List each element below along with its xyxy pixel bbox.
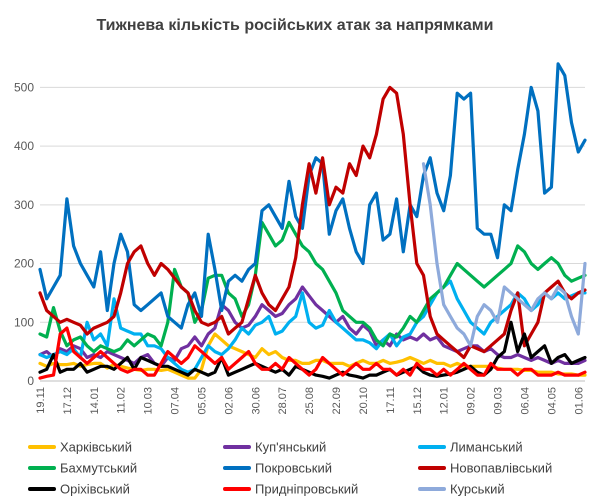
x-tick-label: 28.07 xyxy=(277,387,289,415)
legend-label: Куп'янський xyxy=(255,440,326,455)
series-line xyxy=(38,220,587,354)
legend-label: Покровський xyxy=(255,461,332,476)
x-tick-label: 22.09 xyxy=(331,387,343,415)
x-tick-label: 19.11 xyxy=(35,387,47,414)
legend-label: Оріхівський xyxy=(60,482,130,497)
legend-label: Придніпровський xyxy=(255,482,358,497)
chart-title: Тижнева кількість російських атак за нап… xyxy=(97,17,494,34)
y-tick-label: 500 xyxy=(14,80,34,94)
x-tick-label: 17.11 xyxy=(385,387,397,414)
legend: Харківський Куп'янський Лиманський Бахмутсь… xyxy=(28,440,552,497)
y-tick-label: 0 xyxy=(27,374,34,388)
x-tick-label: 14.01 xyxy=(89,387,101,415)
series-line xyxy=(38,85,587,360)
series-line xyxy=(38,326,587,380)
series-line xyxy=(38,62,587,330)
x-tick-label: 05.05 xyxy=(196,387,208,415)
x-tick-label: 15.12 xyxy=(412,387,424,415)
x-tick-label: 09.02 xyxy=(466,387,478,415)
y-tick-label: 200 xyxy=(14,257,34,271)
grid xyxy=(40,86,585,382)
x-tick-label: 20.10 xyxy=(358,387,370,415)
legend-label: Бахмутський xyxy=(60,461,137,476)
y-tick-label: 100 xyxy=(14,315,34,329)
x-tick-label: 30.06 xyxy=(250,387,262,415)
x-tick-label: 06.04 xyxy=(519,387,531,415)
x-tick-label: 10.03 xyxy=(143,387,155,415)
x-tick-label: 02.06 xyxy=(223,387,235,415)
series-lines xyxy=(38,62,587,380)
x-tick-label: 04.05 xyxy=(546,387,558,415)
x-tick-label: 11.02 xyxy=(116,387,128,414)
x-tick-label: 07.04 xyxy=(170,387,182,415)
x-tick-label: 17.12 xyxy=(62,387,74,415)
legend-label: Курський xyxy=(450,482,505,497)
legend-label: Харківський xyxy=(60,440,132,455)
x-tick-label: 01.06 xyxy=(573,387,585,415)
y-axis-ticks: 0 100 200 300 400 500 xyxy=(14,80,34,388)
y-tick-label: 400 xyxy=(14,139,34,153)
series-line xyxy=(421,162,587,348)
y-tick-label: 300 xyxy=(14,198,34,212)
x-tick-label: 12.01 xyxy=(439,387,451,415)
x-tick-label: 09.03 xyxy=(493,387,505,415)
legend-label: Лиманський xyxy=(450,440,523,455)
legend-label: Новопавлівський xyxy=(450,461,552,476)
x-axis-ticks: 19.11 17.12 14.01 11.02 10.03 07.04 05.05 02.06… xyxy=(35,387,585,415)
x-tick-label: 25.08 xyxy=(304,387,316,415)
